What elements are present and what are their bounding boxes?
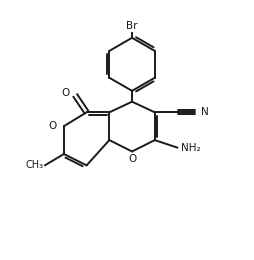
Text: O: O <box>48 121 57 131</box>
Text: CH₃: CH₃ <box>25 160 43 170</box>
Text: N: N <box>201 107 209 117</box>
Text: NH₂: NH₂ <box>181 143 200 153</box>
Text: O: O <box>128 154 136 164</box>
Text: O: O <box>61 88 70 98</box>
Text: Br: Br <box>126 21 138 31</box>
